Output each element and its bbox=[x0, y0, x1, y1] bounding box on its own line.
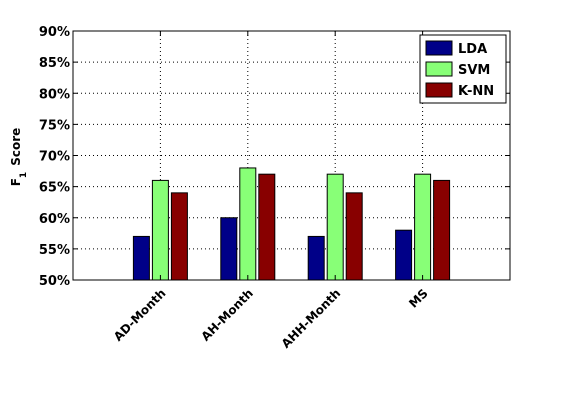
x-tick-label: AH-Month bbox=[198, 286, 256, 344]
bar-svm-1 bbox=[151, 179, 169, 281]
y-axis-label: F1Score bbox=[9, 128, 29, 187]
bar-svm-3 bbox=[326, 173, 344, 281]
legend-swatch-svm bbox=[425, 61, 453, 77]
y-tick-label: 50% bbox=[39, 274, 70, 289]
y-tick-label: 70% bbox=[39, 150, 70, 165]
y-tick-label: 55% bbox=[39, 243, 70, 258]
legend-swatch-lda bbox=[425, 40, 453, 56]
y-tick-label: 80% bbox=[39, 87, 70, 102]
x-tick-label: MS bbox=[406, 286, 430, 310]
bar-knn-2 bbox=[258, 173, 276, 281]
x-tick-label: AD-Month bbox=[111, 286, 169, 344]
y-tick-label: 60% bbox=[39, 212, 70, 227]
bar-lda-4 bbox=[395, 229, 413, 281]
bar-knn-3 bbox=[345, 192, 363, 281]
y-tick-label: 65% bbox=[39, 181, 70, 196]
legend-label-knn: K-NN bbox=[458, 84, 494, 99]
bar-knn-1 bbox=[170, 192, 188, 281]
bars bbox=[132, 167, 451, 281]
axes bbox=[72, 30, 511, 281]
legend: LDA SVM K-NN bbox=[419, 34, 507, 104]
y-tick-labels: 50% 55% 60% 65% 70% 75% 80% 85% 90% bbox=[39, 25, 70, 289]
bar-svm-2 bbox=[239, 167, 257, 281]
bar-knn-4 bbox=[433, 179, 451, 281]
legend-label-lda: LDA bbox=[458, 42, 487, 57]
bar-svm-4 bbox=[414, 173, 432, 281]
x-tick-label: AHH-Month bbox=[279, 286, 344, 351]
bar-lda-1 bbox=[132, 235, 150, 281]
legend-label-svm: SVM bbox=[458, 63, 490, 78]
y-tick-label: 75% bbox=[39, 118, 70, 133]
y-tick-label: 85% bbox=[39, 56, 70, 71]
y-tick-label: 90% bbox=[39, 25, 70, 40]
bar-lda-2 bbox=[220, 217, 238, 281]
bar-lda-3 bbox=[307, 235, 325, 281]
legend-swatch-knn bbox=[425, 82, 453, 98]
x-tick-labels: AD-Month AH-Month AHH-Month MS bbox=[111, 286, 431, 351]
